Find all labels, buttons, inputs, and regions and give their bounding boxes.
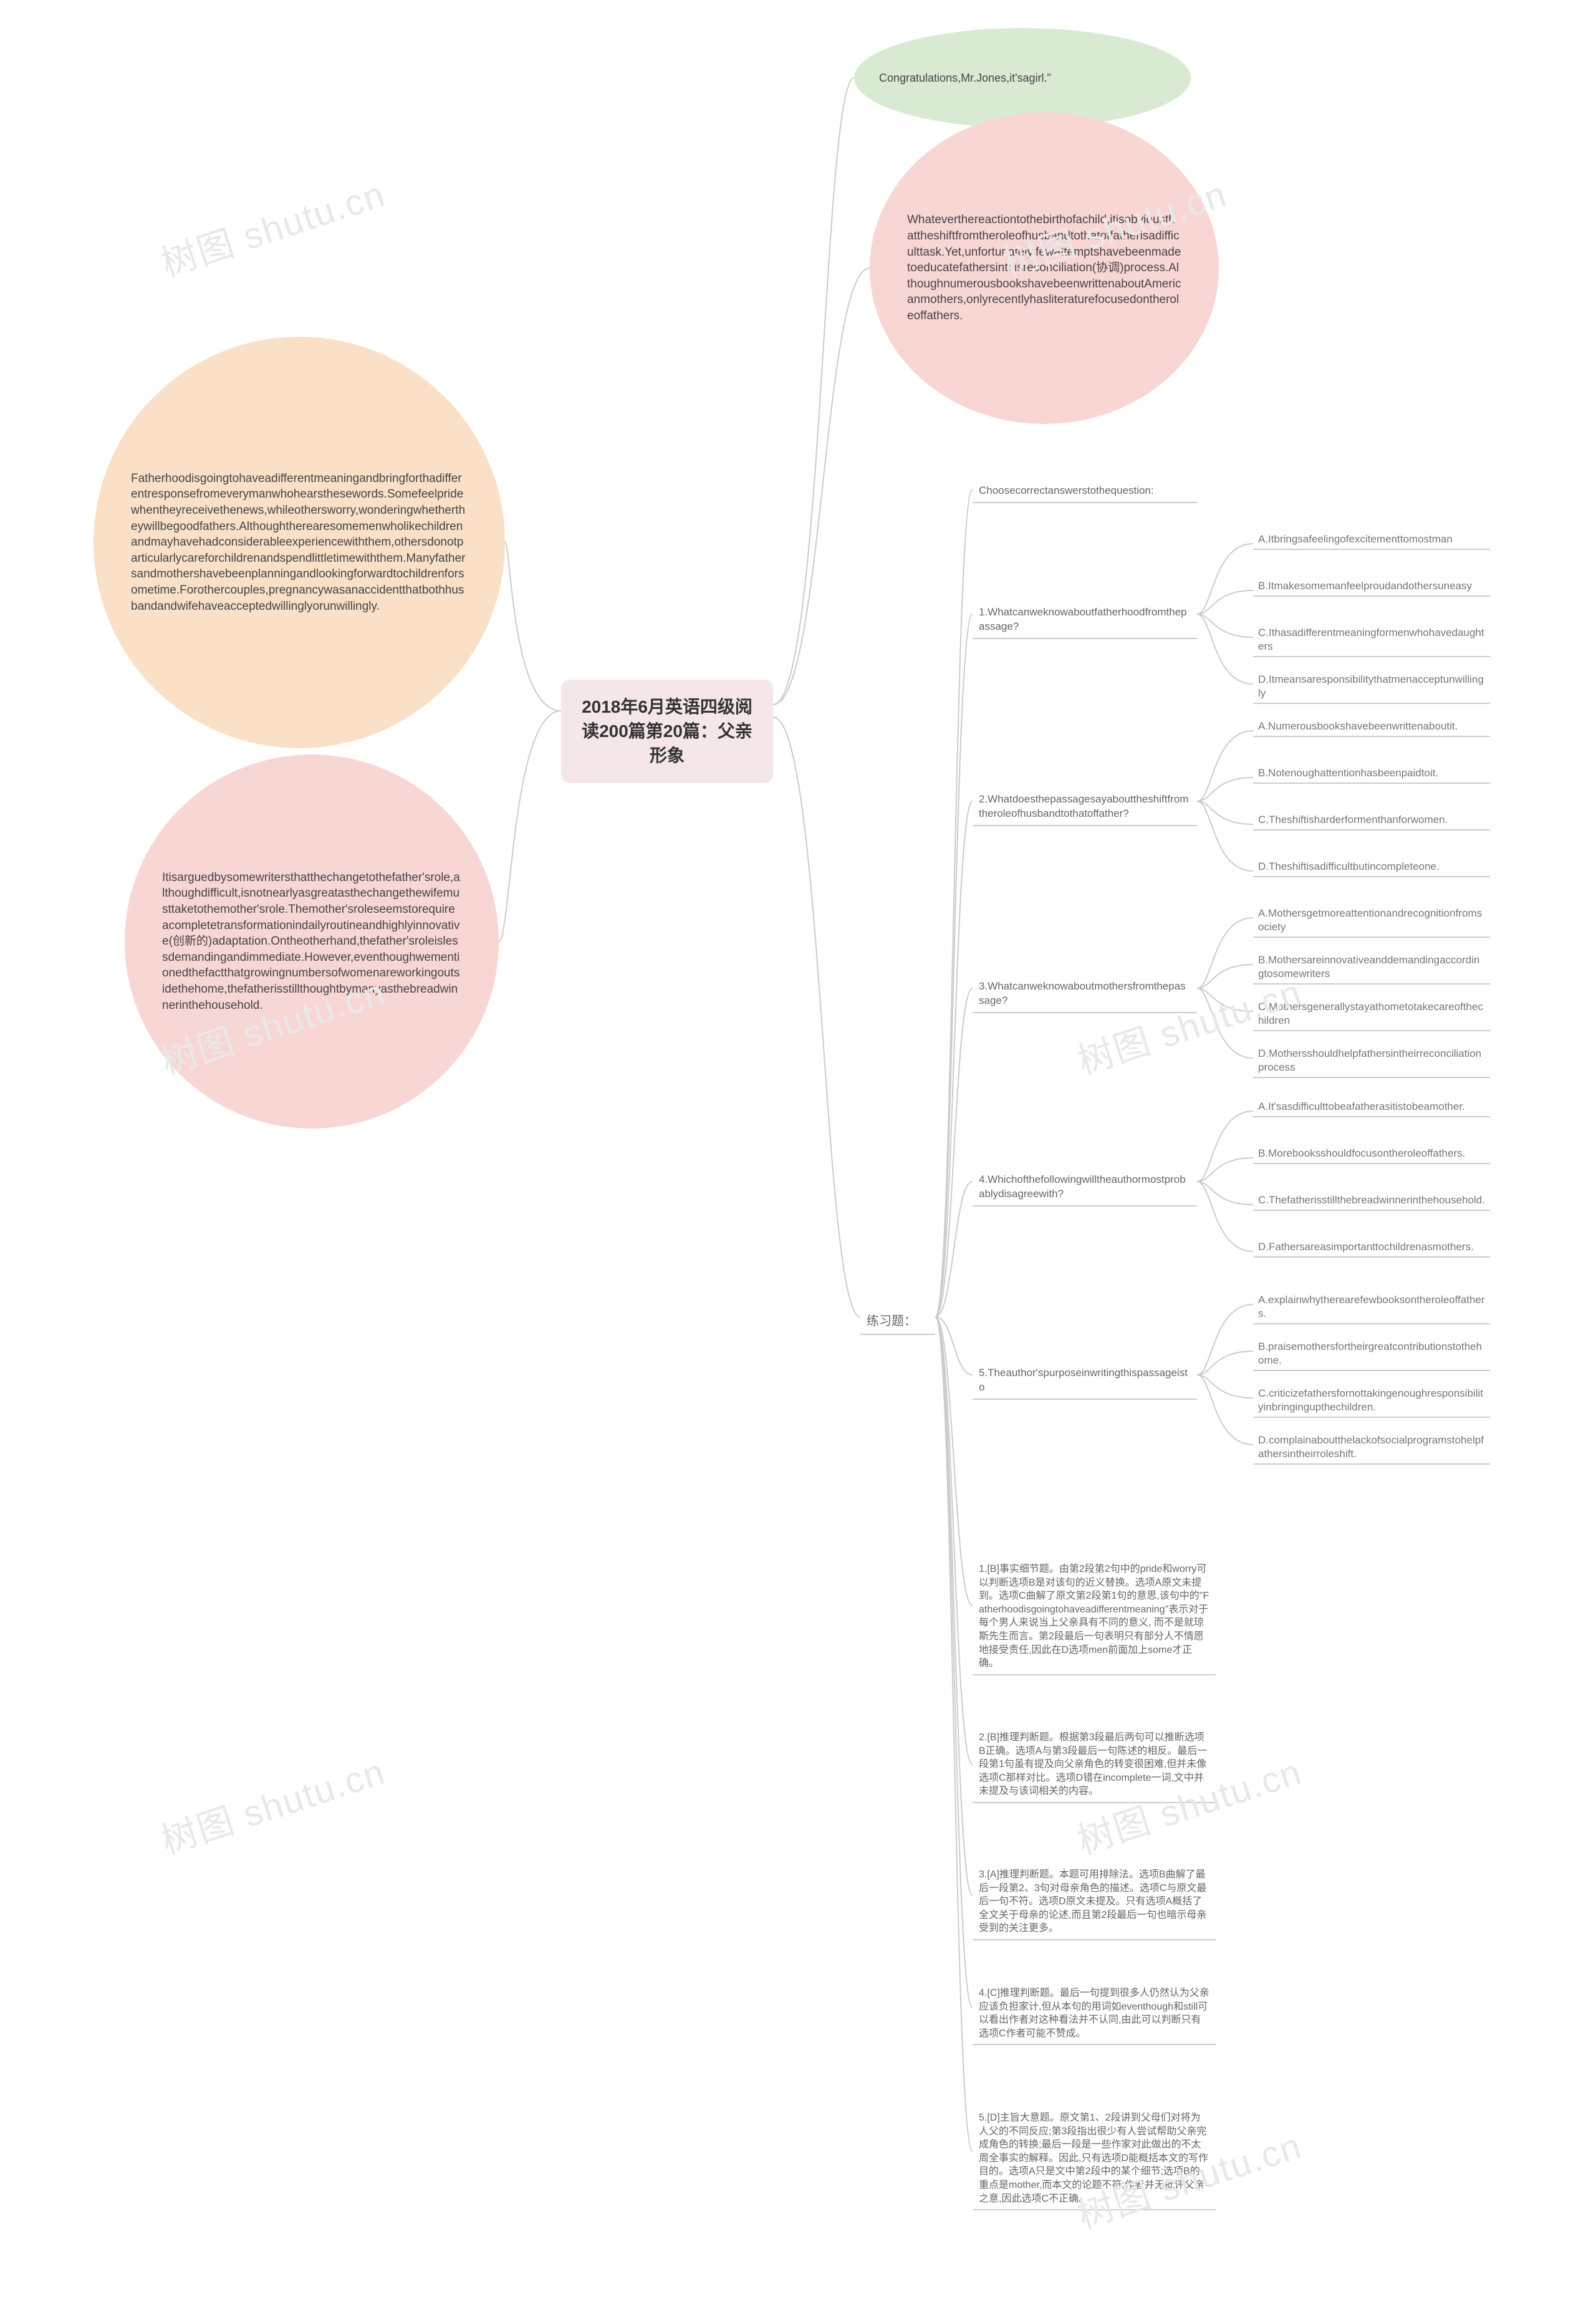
question-5: 5.Theauthor'spurposeinwritingthispassage… bbox=[973, 1362, 1197, 1400]
q2-opt-C: C.Theshiftisharderformenthanforwomen. bbox=[1253, 811, 1490, 831]
q1-opt-B: B.Itmakesomemanfeelproudandothersuneasy bbox=[1253, 577, 1490, 597]
question-4: 4.Whichofthefollowingwilltheauthormostpr… bbox=[973, 1169, 1197, 1207]
q3-opt-D: D.Mothersshouldhelpfathersintheirreconci… bbox=[1253, 1044, 1490, 1078]
answer-3: 3.[A]推理判断题。本题可用排除法。选项B曲解了最后一段第2、3句对母亲角色的… bbox=[973, 1864, 1216, 1940]
question-1: 1.Whatcanweknowaboutfatherhoodfromthepas… bbox=[973, 602, 1197, 639]
q1-opt-C: C.Ithasadifferentmeaningformenwhohavedau… bbox=[1253, 624, 1490, 657]
q5-opt-B: B.praisemothersfortheirgreatcontribution… bbox=[1253, 1337, 1490, 1371]
q1-opt-A: A.Itbringsafeelingofexcitementtomostman bbox=[1253, 530, 1490, 550]
watermark: 树图 shutu.cn bbox=[153, 1742, 391, 1864]
bubble-b1: Fatherhoodisgoingtohaveadifferentmeaning… bbox=[94, 337, 505, 748]
q4-opt-D: D.Fathersareasimportanttochildrenasmothe… bbox=[1253, 1238, 1490, 1258]
answer-5: 5.[D]主旨大意题。原文第1、2段讲到父母们对将为人父的不同反应;第3段指出很… bbox=[973, 2107, 1216, 2210]
q3-opt-B: B.Mothersareinnovativeanddemandingaccord… bbox=[1253, 951, 1490, 985]
answer-2: 2.[B]推理判断题。根据第3段最后两句可以推断选项B正确。选项A与第3段最后一… bbox=[973, 1727, 1216, 1803]
practice-branch: 练习题： bbox=[860, 1309, 935, 1335]
q5-opt-D: D.complainaboutthelackofsocialprogramsto… bbox=[1253, 1431, 1490, 1465]
q3-opt-A: A.Mothersgetmoreattentionandrecognitionf… bbox=[1253, 904, 1490, 938]
q4-opt-C: C.Thefatherisstillthebreadwinnerinthehou… bbox=[1253, 1191, 1490, 1211]
q2-opt-D: D.Theshiftisadifficultbutincompleteone. bbox=[1253, 857, 1490, 877]
q3-opt-C: C.Mothersgenerallystayathometotakecareof… bbox=[1253, 998, 1490, 1031]
q4-opt-B: B.Morebooksshouldfocusontheroleoffathers… bbox=[1253, 1144, 1490, 1164]
root-node: 2018年6月英语四级阅读200篇第20篇：父亲形象 bbox=[561, 680, 773, 783]
q5-opt-A: A.explainwhytherearefewbooksontheroleoff… bbox=[1253, 1291, 1490, 1324]
q2-opt-B: B.Notenoughattentionhasbeenpaidtoit. bbox=[1253, 764, 1490, 784]
q2-opt-A: A.Numerousbookshavebeenwrittenaboutit. bbox=[1253, 717, 1490, 737]
q5-opt-C: C.criticizefathersfornottakingenoughresp… bbox=[1253, 1384, 1490, 1418]
answer-1: 1.[B]事实细节题。由第2段第2句中的pride和worry可以判断选项B是对… bbox=[973, 1559, 1216, 1675]
answer-4: 4.[C]推理判断题。最后一句提到很多人仍然认为父亲应该负担家计,但从本句的用词… bbox=[973, 1983, 1216, 2045]
bubble-b4: Whateverthereactiontothebirthofachild,it… bbox=[870, 112, 1219, 424]
practice-intro: Choosecorrectanswerstothequestion: bbox=[973, 480, 1197, 503]
watermark: 树图 shutu.cn bbox=[153, 165, 391, 286]
q4-opt-A: A.It'sasdifficulttobeafatherasitistobeam… bbox=[1253, 1097, 1490, 1117]
question-2: 2.Whatdoesthepassagesayabouttheshiftfrom… bbox=[973, 789, 1197, 826]
bubble-b2: Itisarguedbysomewritersthatthechangetoth… bbox=[125, 754, 499, 1129]
question-3: 3.Whatcanweknowaboutmothersfromthepassag… bbox=[973, 976, 1197, 1013]
q1-opt-D: D.Itmeansaresponsibilitythatmenacceptunw… bbox=[1253, 670, 1490, 704]
